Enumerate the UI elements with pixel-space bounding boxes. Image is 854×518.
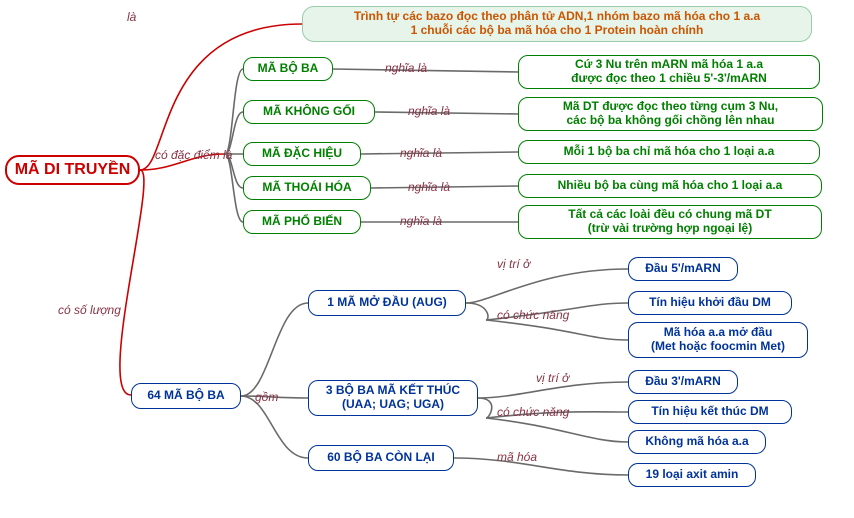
edge-label-ng2: nghĩa là xyxy=(408,104,450,118)
edge-label-cn2: có chức năng xyxy=(497,405,569,419)
node-stop_f2: Không mã hóa a.a xyxy=(628,430,766,454)
edge-label-ng4: nghĩa là xyxy=(408,180,450,194)
edge-label-cn1: có chức năng xyxy=(497,308,569,322)
node-aug: 1 MÃ MỞ ĐẦU (AUG) xyxy=(308,290,466,316)
node-def: Trình tự các bazo đọc theo phân tử ADN,1… xyxy=(302,6,812,42)
node-mkg: MÃ KHÔNG GỐI xyxy=(243,100,375,124)
node-mbb_r: Cứ 3 Nu trên mARN mã hóa 1 a.ađược đọc t… xyxy=(518,55,820,89)
edge-label-ng3: nghĩa là xyxy=(400,146,442,160)
edge-label-sl: có số lượng xyxy=(58,303,121,317)
node-mth: MÃ THOÁI HÓA xyxy=(243,176,371,200)
node-root: MÃ DI TRUYỀN xyxy=(5,155,140,185)
edge xyxy=(486,418,628,442)
node-mbb: MÃ BỘ BA xyxy=(243,57,333,81)
node-mth_r: Nhiều bộ ba cùng mã hóa cho 1 loại a.a xyxy=(518,174,822,198)
node-aug_f1: Tín hiệu khởi đầu DM xyxy=(628,291,792,315)
edge xyxy=(120,170,144,395)
edge-label-ng1: nghĩa là xyxy=(385,61,427,75)
node-mpb_r: Tất cả các loài đều có chung mã DT(trừ v… xyxy=(518,205,822,239)
node-stop_f1: Tín hiệu kết thúc DM xyxy=(628,400,792,424)
edge-label-ng5: nghĩa là xyxy=(400,214,442,228)
node-mkg_r: Mã DT được đọc theo từng cụm 3 Nu,các bộ… xyxy=(518,97,823,131)
node-rest: 60 BỘ BA CÒN LẠI xyxy=(308,445,454,471)
edge-label-vt2: vị trí ở xyxy=(536,371,569,385)
node-mpb: MÃ PHỔ BIẾN xyxy=(243,210,361,234)
edge-label-gom: gồm xyxy=(255,390,278,404)
edge xyxy=(241,396,308,458)
node-aug_vt: Đầu 5'/mARN xyxy=(628,257,738,281)
node-mdh_r: Mỗi 1 bộ ba chỉ mã hóa cho 1 loại a.a xyxy=(518,140,820,164)
edge xyxy=(241,303,308,396)
node-mdh: MÃ ĐẶC HIỆU xyxy=(243,142,361,166)
edge-label-la: là xyxy=(127,10,136,24)
node-aug_f2: Mã hóa a.a mở đầu(Met hoặc foocmin Met) xyxy=(628,322,808,358)
edge xyxy=(454,458,628,475)
edge xyxy=(478,398,492,418)
edge-label-mh: mã hóa xyxy=(497,450,537,464)
edge xyxy=(466,303,488,320)
node-rest_r: 19 loại axit amin xyxy=(628,463,756,487)
node-stop: 3 BỘ BA MÃ KẾT THÚC(UAA; UAG; UGA) xyxy=(308,380,478,416)
node-stop_vt: Đầu 3'/mARN xyxy=(628,370,738,394)
edge-label-vt1: vị trí ở xyxy=(497,257,530,271)
edge-label-dd: có đặc điểm là xyxy=(155,148,232,162)
edge xyxy=(466,269,628,303)
edge xyxy=(225,69,243,154)
edge xyxy=(486,320,628,340)
node-sixty4: 64 MÃ BỘ BA xyxy=(131,383,241,409)
